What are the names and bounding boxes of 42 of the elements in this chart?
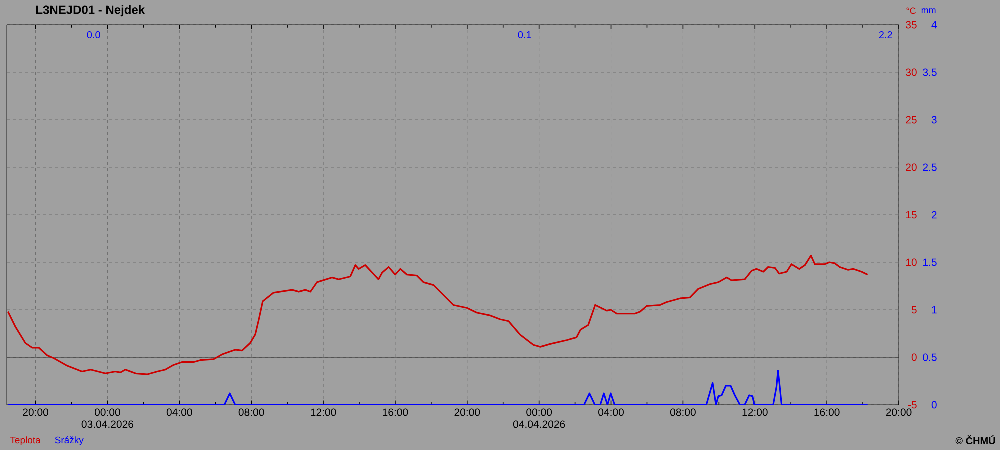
x-tick-label: 20:00 bbox=[454, 408, 480, 416]
y2-tick-label: 2.5 bbox=[923, 164, 937, 172]
x-tick-label: 12:00 bbox=[742, 408, 768, 416]
line-series bbox=[7, 255, 869, 376]
y2-tick-label: 3.5 bbox=[923, 68, 937, 76]
annotation: 0.0 bbox=[87, 31, 100, 39]
x-tick-label: 20:00 bbox=[886, 408, 912, 416]
y2-tick-label: 0 bbox=[932, 401, 937, 409]
text: Srážky bbox=[55, 436, 84, 446]
y-tick-label: 25 bbox=[906, 116, 917, 124]
y-tick-label: 15 bbox=[906, 211, 917, 219]
y-axis-title: °C bbox=[906, 8, 916, 14]
y-tick-label: 20 bbox=[906, 164, 917, 172]
x-tick-label: 20:00 bbox=[23, 408, 48, 416]
y-tick-label: 30 bbox=[906, 68, 917, 76]
y-tick-label: -5 bbox=[908, 401, 917, 409]
x-tick-label: 00:00 04.04.2026 bbox=[513, 408, 566, 428]
y-tick-label: 5 bbox=[912, 306, 917, 314]
x-tick-label: 08:00 bbox=[670, 408, 696, 416]
line-series bbox=[7, 370, 869, 405]
x-tick-label: 08:00 bbox=[238, 408, 264, 416]
annotation: 0.1 bbox=[518, 31, 532, 39]
y-tick-label: 0 bbox=[912, 354, 917, 362]
text: Teplota bbox=[10, 436, 41, 446]
x-tick-label: 04:00 bbox=[598, 408, 624, 416]
y-tick-label: 35 bbox=[906, 21, 917, 29]
y2-tick-label: 1 bbox=[932, 306, 937, 314]
y2-tick-label: 1.5 bbox=[924, 258, 937, 266]
chart-title: L3NEJD01 - Nejdek bbox=[36, 5, 146, 17]
text: © ČHMÚ bbox=[956, 435, 996, 445]
x-tick-label: 16:00 bbox=[814, 408, 840, 416]
y2-axis-title: mm bbox=[922, 8, 936, 14]
x-tick-label: 04:00 bbox=[166, 408, 192, 416]
annotation: 2.2 bbox=[879, 32, 892, 38]
y2-tick-label: 2 bbox=[932, 211, 937, 219]
y-tick-label: 10 bbox=[906, 258, 917, 266]
y2-tick-label: 3 bbox=[932, 116, 937, 124]
x-tick-label: 12:00 bbox=[311, 408, 336, 416]
y2-tick-label: 4 bbox=[932, 21, 937, 29]
x-tick-label: 00:00 03.04.2026 bbox=[82, 408, 134, 428]
y2-tick-label: 0.5 bbox=[923, 354, 937, 362]
x-tick-label: 16:00 bbox=[383, 408, 408, 416]
